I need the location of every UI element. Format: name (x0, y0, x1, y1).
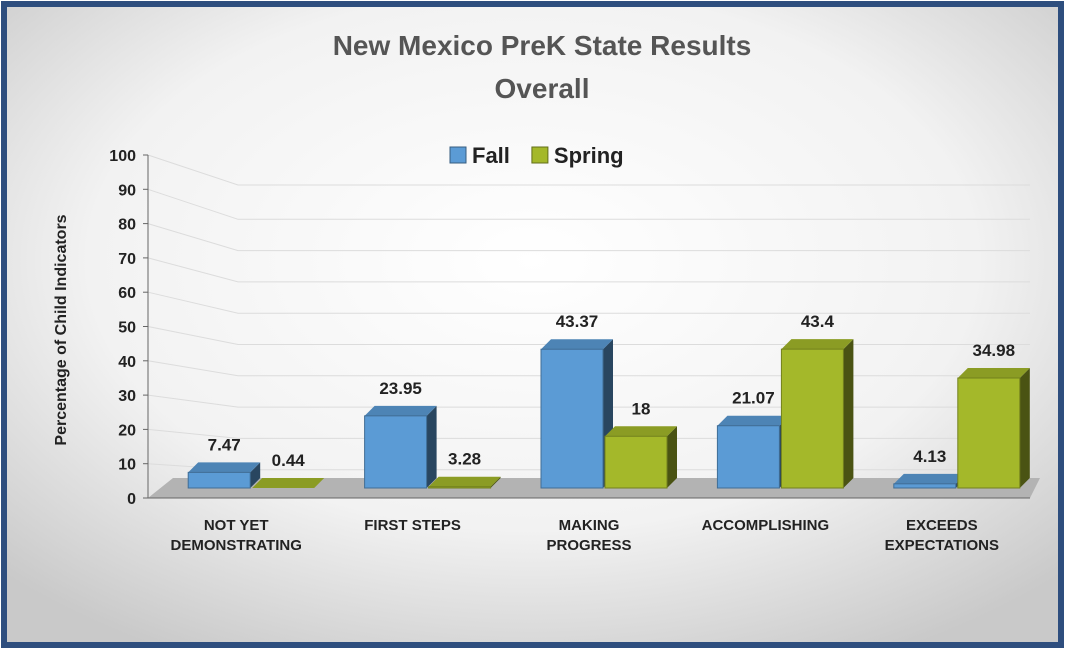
bar-top (717, 415, 790, 426)
y-tick-label: 60 (118, 285, 136, 302)
bar-top (252, 478, 325, 488)
x-tick-label: MAKING PROGRESS (546, 517, 631, 554)
bar-top (957, 368, 1030, 379)
bar (604, 435, 668, 489)
value-label: 23.95 (379, 379, 422, 398)
legend-label: Fall (472, 143, 510, 168)
value-label: 34.98 (973, 341, 1016, 360)
value-label: 21.07 (732, 389, 775, 408)
bar (364, 415, 428, 489)
legend-swatch (531, 146, 549, 164)
value-label: 43.37 (556, 312, 599, 331)
x-tick-label: NOT YET DEMONSTRATING (171, 517, 302, 554)
bar-top (541, 339, 613, 350)
legend-swatch (449, 146, 467, 164)
bar-side (426, 405, 437, 488)
bar-top (781, 339, 854, 350)
bar (428, 486, 492, 489)
bar-top (893, 473, 966, 484)
value-label: 43.4 (801, 312, 835, 331)
y-tick-label: 80 (118, 217, 136, 234)
value-label: 4.13 (913, 447, 946, 466)
value-label: 0.44 (272, 451, 306, 470)
bar-side (843, 339, 854, 488)
grid-line (147, 360, 1030, 377)
grid-line (147, 223, 1030, 252)
bar (957, 377, 1021, 489)
y-tick-label: 30 (118, 388, 136, 405)
bar (893, 483, 957, 489)
bar-side (1019, 368, 1030, 488)
y-tick-label: 40 (118, 354, 136, 371)
y-tick-label: 90 (118, 182, 136, 199)
bar-top (428, 476, 501, 487)
grid-line (147, 326, 1030, 345)
value-label: 3.28 (448, 450, 481, 469)
bar-side (667, 426, 677, 488)
chart-title: New Mexico PreK State Results Overall (333, 30, 752, 104)
y-tick-label: 50 (118, 320, 136, 337)
value-label: 7.47 (208, 435, 241, 454)
grid-line (147, 394, 1030, 408)
bar-top (188, 462, 261, 473)
bar-side (490, 476, 501, 488)
bar (540, 348, 604, 489)
value-label: 18 (632, 399, 651, 418)
y-tick-label: 100 (109, 148, 136, 165)
bar (716, 425, 780, 489)
grid-line (147, 291, 1030, 314)
bar (780, 348, 844, 489)
bar-top (605, 426, 677, 437)
grid-line (147, 257, 1030, 283)
y-tick-label: 20 (118, 422, 136, 439)
x-tick-label: ACCOMPLISHING (702, 517, 830, 534)
x-tick-label: FIRST STEPS (364, 517, 461, 534)
bar-side (250, 462, 261, 488)
y-axis-label: Percentage of Child Indicators (53, 214, 70, 445)
x-tick-label: EXCEEDS EXPECTATIONS (885, 517, 999, 554)
grid-line (147, 154, 1030, 186)
bar-top (364, 405, 437, 416)
legend-label: Spring (554, 143, 624, 168)
y-tick-label: 10 (118, 457, 136, 474)
bar (187, 471, 251, 489)
y-tick-label: 0 (127, 491, 136, 508)
y-tick-label: 70 (118, 251, 136, 268)
grid-line (147, 188, 1030, 220)
